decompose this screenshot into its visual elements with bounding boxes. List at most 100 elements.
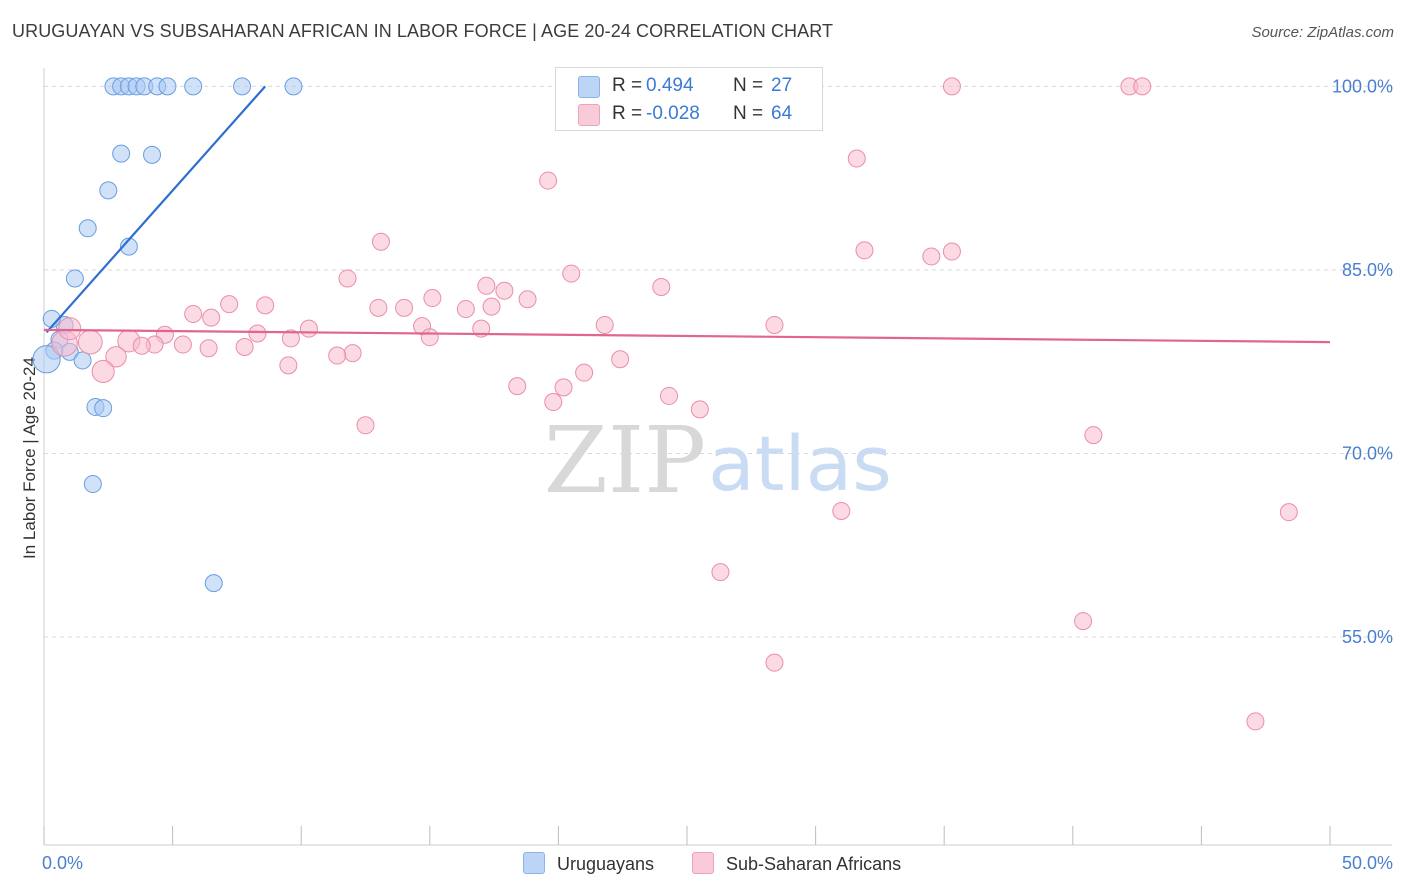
chart-title: URUGUAYAN VS SUBSAHARAN AFRICAN IN LABOR…: [12, 21, 834, 41]
subsaharan-point: [575, 363, 594, 382]
subsaharan-point: [1084, 426, 1103, 445]
subsaharan-point: [855, 241, 874, 260]
subsaharan-point: [611, 350, 630, 369]
subsaharan-point: [518, 290, 537, 309]
uruguayan-point: [73, 351, 92, 370]
watermark-zip: ZIP: [544, 407, 706, 514]
subsaharan-point: [338, 269, 357, 288]
subsaharan-point: [508, 377, 527, 396]
subsaharan-point: [132, 336, 151, 355]
legend-swatch-pink: [692, 852, 714, 874]
uruguayan-point: [112, 144, 131, 163]
subsaharan-point: [477, 276, 496, 295]
subsaharan-point: [173, 335, 192, 354]
subsaharan-point: [765, 315, 784, 334]
trend-layer: [43, 85, 1331, 344]
subsaharan-point: [554, 378, 573, 397]
legend-n-value: 64: [771, 103, 793, 124]
correlation-legend: R = 0.494 N = 27 R = -0.028 N = 64: [555, 67, 823, 131]
subsaharan-point: [299, 319, 318, 338]
legend-r-value: -0.028: [646, 103, 700, 124]
subsaharan-point: [423, 289, 442, 308]
x-tick-label: 0.0%: [42, 853, 83, 873]
subsaharan-point: [847, 149, 866, 168]
source-label: Source: ZipAtlas.com: [1251, 24, 1394, 41]
subsaharan-point: [256, 296, 275, 315]
points-layer: [32, 77, 1298, 731]
uruguayan-point: [158, 77, 177, 96]
subsaharan-point: [105, 346, 127, 368]
uruguayan-point: [94, 399, 113, 418]
subsaharan-point: [495, 281, 514, 300]
legend-swatch-pink: [578, 104, 600, 126]
subsaharan-point: [1133, 77, 1152, 96]
legend-swatch-blue: [523, 852, 545, 874]
legend-r-label: R =: [612, 103, 643, 124]
subsaharan-point: [220, 295, 239, 314]
uruguayan-point: [233, 77, 252, 96]
subsaharan-point: [690, 400, 709, 419]
watermark-atlas: atlas: [708, 419, 892, 508]
subsaharan-point: [595, 315, 614, 334]
uruguayan-point: [143, 145, 162, 164]
subsaharan-point: [482, 297, 501, 316]
subsaharan-point: [456, 300, 475, 319]
uruguayan-point: [32, 345, 61, 374]
bottom-legend-subsaharan: Sub-Saharan Africans: [692, 852, 901, 875]
subsaharan-point: [1246, 712, 1265, 731]
grid-layer: [44, 85, 1392, 638]
uruguayan-point: [184, 77, 203, 96]
subsaharan-point: [369, 298, 388, 317]
bottom-legend-uruguayans: Uruguayans: [523, 852, 654, 875]
subsaharan-point: [199, 339, 218, 358]
subsaharan-point: [652, 278, 671, 297]
subsaharan-point: [356, 416, 375, 435]
subsaharan-point: [659, 386, 678, 405]
legend-label-uruguayans: Uruguayans: [557, 854, 655, 874]
subsaharan-point: [328, 346, 347, 365]
subsaharan-point: [371, 232, 390, 251]
subsaharan-point: [91, 359, 115, 384]
uruguayan-point: [78, 219, 97, 238]
subsaharan-point: [184, 304, 203, 323]
legend-r-value: 0.494: [646, 75, 694, 96]
axes-layer: [43, 68, 1392, 846]
tick-label-layer: 100.0% 85.0% 70.0% 55.0% 0.0% 50.0%: [42, 76, 1393, 873]
subsaharan-point: [942, 77, 961, 96]
y-tick-label: 100.0%: [1332, 76, 1393, 96]
legend-n-label: N =: [733, 103, 764, 124]
subsaharan-point: [202, 308, 221, 327]
subsaharan-point: [765, 653, 784, 672]
uruguayan-point: [204, 574, 223, 593]
subsaharan-trend-line: [43, 328, 1331, 344]
subsaharan-point: [562, 264, 581, 283]
uruguayan-point: [83, 475, 102, 494]
legend-r-label: R =: [612, 75, 643, 96]
legend-label-subsaharan: Sub-Saharan Africans: [726, 854, 902, 874]
subsaharan-point: [1074, 612, 1093, 631]
subsaharan-point: [77, 329, 103, 355]
subsaharan-point: [343, 344, 362, 363]
subsaharan-point: [395, 298, 414, 317]
subsaharan-point: [279, 356, 298, 375]
uruguayan-point: [99, 181, 118, 200]
uruguayan-point: [284, 77, 303, 96]
subsaharan-point: [58, 317, 82, 341]
subsaharan-point: [1279, 503, 1298, 522]
y-tick-label: 70.0%: [1342, 443, 1393, 463]
uruguayan-trend-line: [45, 85, 267, 334]
subsaharan-point: [235, 337, 254, 356]
subsaharan-point: [832, 501, 851, 520]
subsaharan-point: [942, 242, 961, 261]
x-tick-label: 50.0%: [1342, 853, 1393, 873]
uruguayan-point: [65, 269, 84, 288]
subsaharan-point: [544, 393, 563, 412]
subsaharan-point: [281, 329, 300, 348]
subsaharan-point: [922, 247, 941, 266]
y-tick-label: 55.0%: [1342, 627, 1393, 647]
subsaharan-point: [248, 324, 267, 343]
legend-n-label: N =: [733, 75, 764, 96]
subsaharan-point: [539, 171, 558, 190]
y-tick-label: 85.0%: [1342, 260, 1393, 280]
